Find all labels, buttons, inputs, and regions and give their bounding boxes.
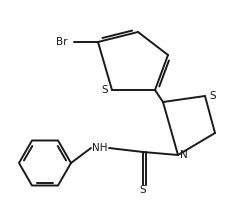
Text: N: N	[180, 150, 188, 160]
Text: S: S	[140, 185, 146, 195]
Text: NH: NH	[92, 143, 108, 153]
Text: S: S	[210, 91, 216, 101]
Text: S: S	[102, 85, 108, 95]
Text: Br: Br	[56, 37, 68, 47]
